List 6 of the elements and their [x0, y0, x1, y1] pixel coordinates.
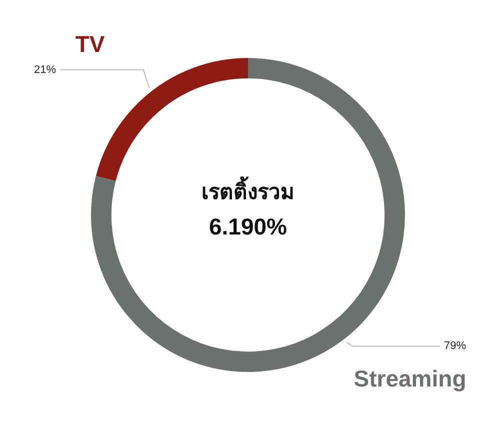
data-label: 79% [444, 340, 466, 352]
text: 6.190% [208, 213, 288, 240]
slice-label: Streaming [354, 366, 466, 392]
text: เรตติ้งรวม [202, 176, 294, 204]
slice-label: TV [75, 31, 106, 58]
data-label: 21% [34, 64, 56, 76]
